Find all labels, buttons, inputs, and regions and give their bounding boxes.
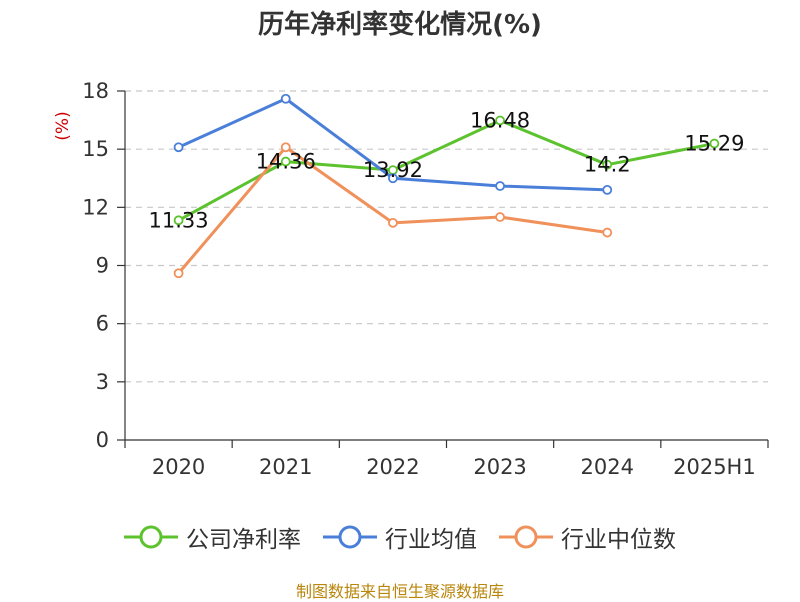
x-tick-label: 2022 xyxy=(366,455,419,479)
grid-lines xyxy=(125,90,768,383)
data-point xyxy=(388,173,398,184)
data-label: 15.29 xyxy=(684,132,744,156)
data-point xyxy=(173,268,184,279)
axes: 0 3 6 9 12 15 18 2020 2021 2022 2023 2024 2025H1 xyxy=(82,79,769,479)
data-point xyxy=(173,142,184,153)
data-point xyxy=(495,212,505,222)
data-label: 16.48 xyxy=(470,108,530,132)
data-label: 14.36 xyxy=(256,150,316,174)
x-tick-label: 2025H1 xyxy=(673,455,756,479)
x-tick-label: 2024 xyxy=(581,455,634,479)
legend-item-industry-median[interactable]: 行业中位数 xyxy=(499,520,676,554)
data-label: 13.92 xyxy=(363,158,423,182)
y-tick-label: 3 xyxy=(96,370,109,394)
data-labels: 11.33 14.36 13.92 16.48 14.2 15.29 xyxy=(149,108,745,232)
data-label: 11.33 xyxy=(149,208,209,232)
data-point xyxy=(280,93,291,104)
y-axis-label: (%) xyxy=(53,111,73,140)
legend-item-industry-mean[interactable]: 行业均值 xyxy=(323,520,477,554)
legend-label-company: 公司净利率 xyxy=(186,527,301,553)
data-point xyxy=(280,156,291,167)
legend-item-company[interactable]: 公司净利率 xyxy=(124,520,301,554)
legend-label-industry-mean: 行业均值 xyxy=(385,527,477,553)
series-line xyxy=(177,118,715,222)
y-tick-label: 15 xyxy=(82,137,109,161)
y-tick-label: 12 xyxy=(82,195,109,219)
x-tick-label: 2023 xyxy=(473,455,526,479)
y-tick-label: 6 xyxy=(96,312,109,336)
legend: 公司净利率 行业均值 行业中位数 xyxy=(0,520,800,554)
data-point xyxy=(495,181,505,191)
data-label: 14.2 xyxy=(584,153,631,177)
data-point xyxy=(602,159,613,170)
y-tick-label: 18 xyxy=(82,79,109,103)
y-tick-label: 0 xyxy=(96,428,109,452)
data-point xyxy=(280,142,291,153)
y-tick-label: 9 xyxy=(96,254,109,278)
data-point xyxy=(173,215,184,226)
legend-label-industry-median: 行业中位数 xyxy=(561,527,676,553)
data-point xyxy=(602,227,613,238)
x-tick-label: 2021 xyxy=(259,455,312,479)
source-note: 制图数据来自恒生聚源数据库 xyxy=(295,582,504,601)
data-point xyxy=(709,138,720,149)
data-point xyxy=(388,217,398,228)
legend-marker-blue xyxy=(323,525,377,549)
legend-marker-green xyxy=(124,525,178,549)
x-tick-label: 2020 xyxy=(152,455,205,479)
data-point xyxy=(495,115,505,126)
series-lines xyxy=(173,93,720,279)
chart-title: 历年净利率变化情况(%) xyxy=(258,10,542,40)
legend-marker-orange xyxy=(499,525,553,549)
data-point xyxy=(602,184,613,195)
